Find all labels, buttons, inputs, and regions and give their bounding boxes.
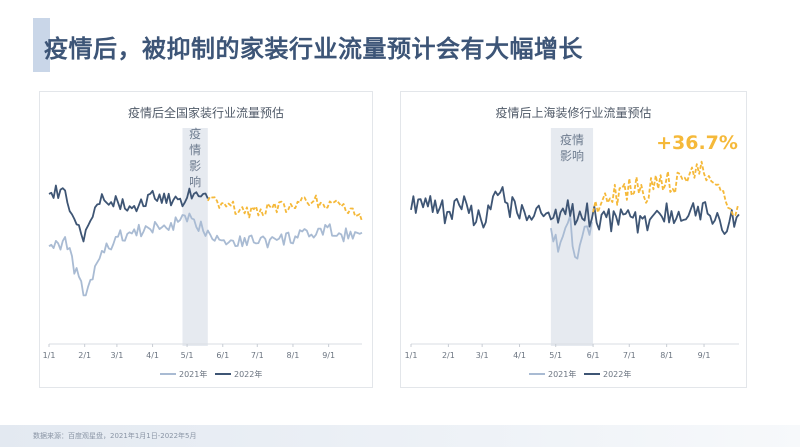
- x-tick-label: 9/1: [698, 351, 711, 360]
- band-label-char: 疫: [189, 126, 201, 141]
- chart-panel-shanghai: 疫情后上海装修行业流量预估 疫情 影响 1/1 2/1 3/1 4/1 5/1 6/1 7/1 8…: [400, 91, 747, 388]
- x-tick-label: 3/1: [476, 351, 489, 360]
- footer-bar: 数据来源：百度观星盘，2021年1月1日-2022年5月: [0, 425, 800, 447]
- series-line-2022年: [410, 186, 740, 235]
- band-label-char: 响: [189, 174, 201, 189]
- band-label: 疫情: [560, 132, 584, 147]
- x-tick-label: 1/1: [405, 351, 418, 360]
- band-label-char: 情: [189, 143, 201, 157]
- series-line-2022年: [48, 184, 209, 243]
- x-tick-label: 7/1: [251, 351, 264, 360]
- band-label: 影响: [560, 148, 584, 163]
- series-forecast-line: [207, 194, 363, 222]
- x-tick-label: 6/1: [216, 351, 229, 360]
- x-tick-label: 2/1: [78, 351, 91, 360]
- x-tick-label: 5/1: [181, 351, 194, 360]
- legend-label: 2021年: [179, 369, 207, 379]
- x-tick-label: 9/1: [322, 351, 335, 360]
- title-accent-bar: [33, 18, 50, 72]
- legend-label: 2022年: [234, 369, 262, 379]
- chart-panel-national: 疫情后全国家装行业流量预估 疫情影响 1/1 2/1 3/1 4/1 5/1 6/1 7/1 8…: [39, 91, 373, 388]
- x-tick-label: 4/1: [513, 351, 526, 360]
- series-forecast-line: [592, 160, 739, 217]
- x-tick-label: 8/1: [660, 351, 673, 360]
- x-tick-label: 5/1: [549, 351, 562, 360]
- series-line-2021年: [550, 214, 593, 260]
- x-tick-label: 6/1: [587, 351, 600, 360]
- growth-annotation: +36.7%: [656, 132, 738, 154]
- chart-title: 疫情后全国家装行业流量预估: [127, 106, 284, 120]
- band-label-char: 影: [189, 159, 201, 173]
- legend-label: 2021年: [548, 369, 576, 379]
- x-tick-label: 1/1: [43, 351, 56, 360]
- source-note: 数据来源：百度观星盘，2021年1月1日-2022年5月: [33, 432, 197, 440]
- chart-title: 疫情后上海装修行业流量预估: [495, 106, 652, 120]
- series-line-2021年: [48, 212, 363, 297]
- x-tick-label: 2/1: [442, 351, 455, 360]
- page-title: 疫情后，被抑制的家装行业流量预计会有大幅增长: [44, 35, 583, 63]
- x-tick-label: 3/1: [110, 351, 123, 360]
- x-tick-label: 8/1: [287, 351, 300, 360]
- pandemic-band: [182, 128, 208, 346]
- legend-label: 2022年: [603, 369, 631, 379]
- x-tick-label: 4/1: [146, 351, 159, 360]
- x-tick-label: 7/1: [623, 351, 636, 360]
